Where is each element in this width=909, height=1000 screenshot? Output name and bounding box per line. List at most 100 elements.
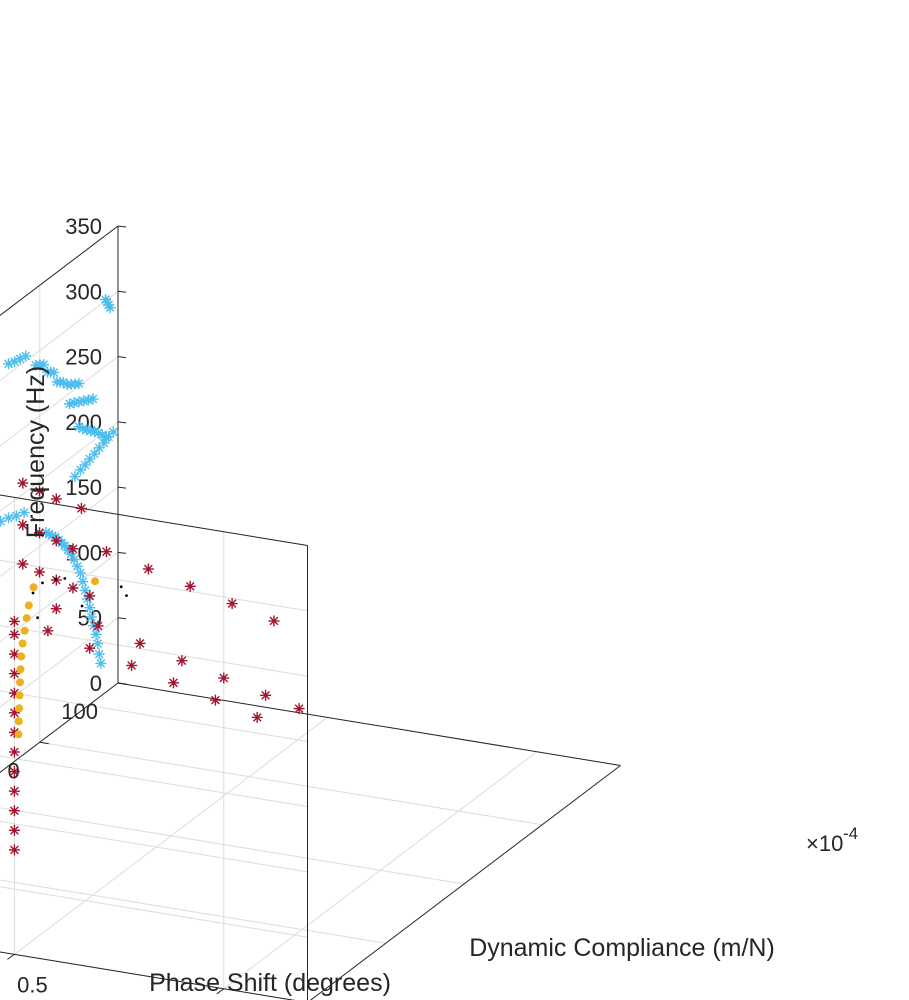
asterisk-marker (251, 711, 263, 723)
asterisk-marker (75, 502, 87, 514)
asterisk-marker (42, 625, 54, 637)
measured-point (31, 591, 35, 595)
asterisk-marker (8, 629, 20, 640)
z-tick-label: 150 (65, 475, 102, 500)
asterisk-marker (67, 543, 79, 555)
asterisk-marker (184, 580, 196, 592)
series-centers (14, 577, 99, 739)
center-point (16, 678, 24, 687)
center-point (14, 717, 23, 726)
asterisk-marker (34, 485, 45, 497)
asterisk-marker (34, 527, 45, 539)
axes-box-edge (0, 225, 119, 316)
asterisk-marker (14, 353, 26, 365)
center-point (15, 691, 24, 700)
asterisk-marker (3, 358, 14, 370)
z-tick-label: 0 (90, 671, 102, 696)
asterisk-marker (30, 359, 42, 371)
wall-grid-line (0, 559, 308, 612)
asterisk-marker (293, 703, 305, 715)
center-point (15, 704, 24, 713)
asterisk-marker (92, 620, 104, 632)
wall-grid-line (0, 886, 308, 938)
asterisk-marker (79, 459, 91, 471)
asterisk-marker (134, 637, 146, 649)
asterisk-marker (142, 563, 154, 575)
asterisk-marker (64, 398, 75, 410)
asterisk-marker (77, 576, 89, 588)
center-point (91, 577, 99, 586)
axes-box-edge (117, 682, 621, 766)
asterisk-marker (268, 615, 280, 627)
asterisk-marker (100, 294, 111, 305)
asterisk-marker (50, 535, 62, 547)
asterisk-marker (69, 471, 81, 483)
series-phase-frequency (0, 294, 119, 669)
asterisk-marker (8, 766, 20, 778)
asterisk-marker (34, 566, 45, 578)
center-point (17, 652, 26, 661)
asterisk-marker (101, 546, 112, 558)
center-point (20, 626, 29, 635)
asterisk-marker (92, 638, 104, 650)
asterisk-marker (17, 477, 29, 489)
asterisk-marker (226, 598, 238, 610)
asterisk-marker (90, 628, 102, 640)
floor-grid-line (0, 807, 465, 885)
z-tick-mark (117, 225, 127, 228)
asterisk-marker (17, 558, 29, 570)
floor-grid-line (0, 879, 386, 944)
asterisk-marker (218, 672, 230, 684)
asterisk-marker (84, 602, 96, 614)
asterisk-marker (50, 493, 62, 505)
data-layer (0, 294, 305, 856)
asterisk-marker (260, 689, 272, 701)
asterisk-marker (176, 655, 188, 667)
z-tick-mark (117, 356, 127, 359)
asterisk-marker (67, 582, 79, 594)
center-point (16, 665, 25, 674)
measured-point (41, 581, 44, 585)
wall-grid-line (0, 421, 119, 512)
y-tick-mark (39, 741, 49, 745)
center-point (14, 730, 23, 739)
wall-grid-line (0, 552, 119, 643)
asterisk-marker (51, 376, 63, 388)
wall-grid-line (0, 356, 119, 447)
x-tick-mark (216, 988, 225, 995)
x-exponent-power: -4 (843, 824, 858, 843)
asterisk-marker (126, 660, 138, 671)
asterisk-marker (85, 611, 97, 623)
asterisk-marker (107, 426, 119, 438)
z-tick-mark (117, 486, 127, 489)
asterisk-marker (8, 785, 20, 797)
z-tick-label: 300 (65, 279, 102, 304)
asterisk-marker (89, 448, 100, 460)
x-tick-mark (7, 953, 15, 960)
measured-point (80, 604, 84, 608)
asterisk-marker (73, 421, 85, 433)
wall-grid-line (0, 486, 119, 578)
wall-grid-line (0, 617, 119, 708)
series-compliance-frequency (8, 477, 305, 856)
center-point (18, 639, 27, 648)
wall-grid-line (0, 755, 308, 808)
asterisk-marker (18, 507, 30, 518)
x-axis-label: Dynamic Compliance (m/N) (469, 934, 775, 962)
y-tick-label: 100 (61, 699, 98, 724)
wall-grid-line (0, 290, 119, 382)
asterisk-marker (10, 510, 22, 522)
y-axis-label: Phase Shift (degrees) (149, 969, 391, 997)
asterisk-marker (8, 824, 20, 836)
z-tick-mark (117, 290, 127, 293)
x-exponent-base: ×10 (806, 831, 843, 856)
wall-grid-line (0, 820, 308, 873)
asterisk-marker (93, 648, 105, 660)
z-tick-label: 350 (65, 214, 102, 239)
floor-grid-line (39, 741, 543, 826)
tick-labels: 0501001502002503003501000-100-200-30000.… (7, 214, 225, 997)
asterisk-marker (8, 707, 20, 719)
center-point (24, 601, 33, 610)
